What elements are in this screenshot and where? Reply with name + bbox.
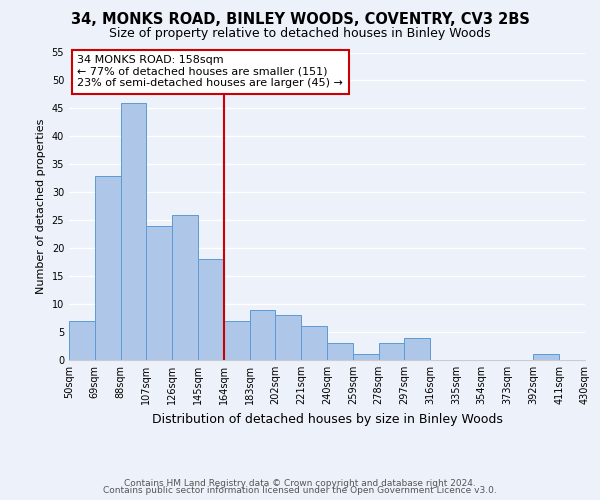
X-axis label: Distribution of detached houses by size in Binley Woods: Distribution of detached houses by size … — [152, 412, 502, 426]
Text: Contains public sector information licensed under the Open Government Licence v3: Contains public sector information licen… — [103, 486, 497, 495]
Y-axis label: Number of detached properties: Number of detached properties — [36, 118, 46, 294]
Bar — [121, 103, 146, 360]
Text: Contains HM Land Registry data © Crown copyright and database right 2024.: Contains HM Land Registry data © Crown c… — [124, 478, 476, 488]
Text: Size of property relative to detached houses in Binley Woods: Size of property relative to detached ho… — [109, 28, 491, 40]
Bar — [250, 310, 275, 360]
Bar — [301, 326, 327, 360]
Bar — [172, 214, 198, 360]
Bar — [95, 176, 121, 360]
Bar — [404, 338, 430, 360]
Bar — [327, 343, 353, 360]
Bar — [353, 354, 379, 360]
Text: 34 MONKS ROAD: 158sqm
← 77% of detached houses are smaller (151)
23% of semi-det: 34 MONKS ROAD: 158sqm ← 77% of detached … — [77, 56, 343, 88]
Bar — [533, 354, 559, 360]
Bar — [146, 226, 172, 360]
Bar — [275, 316, 301, 360]
Bar — [198, 260, 224, 360]
Text: 34, MONKS ROAD, BINLEY WOODS, COVENTRY, CV3 2BS: 34, MONKS ROAD, BINLEY WOODS, COVENTRY, … — [71, 12, 529, 28]
Bar — [379, 343, 404, 360]
Bar — [69, 321, 95, 360]
Bar — [224, 321, 250, 360]
